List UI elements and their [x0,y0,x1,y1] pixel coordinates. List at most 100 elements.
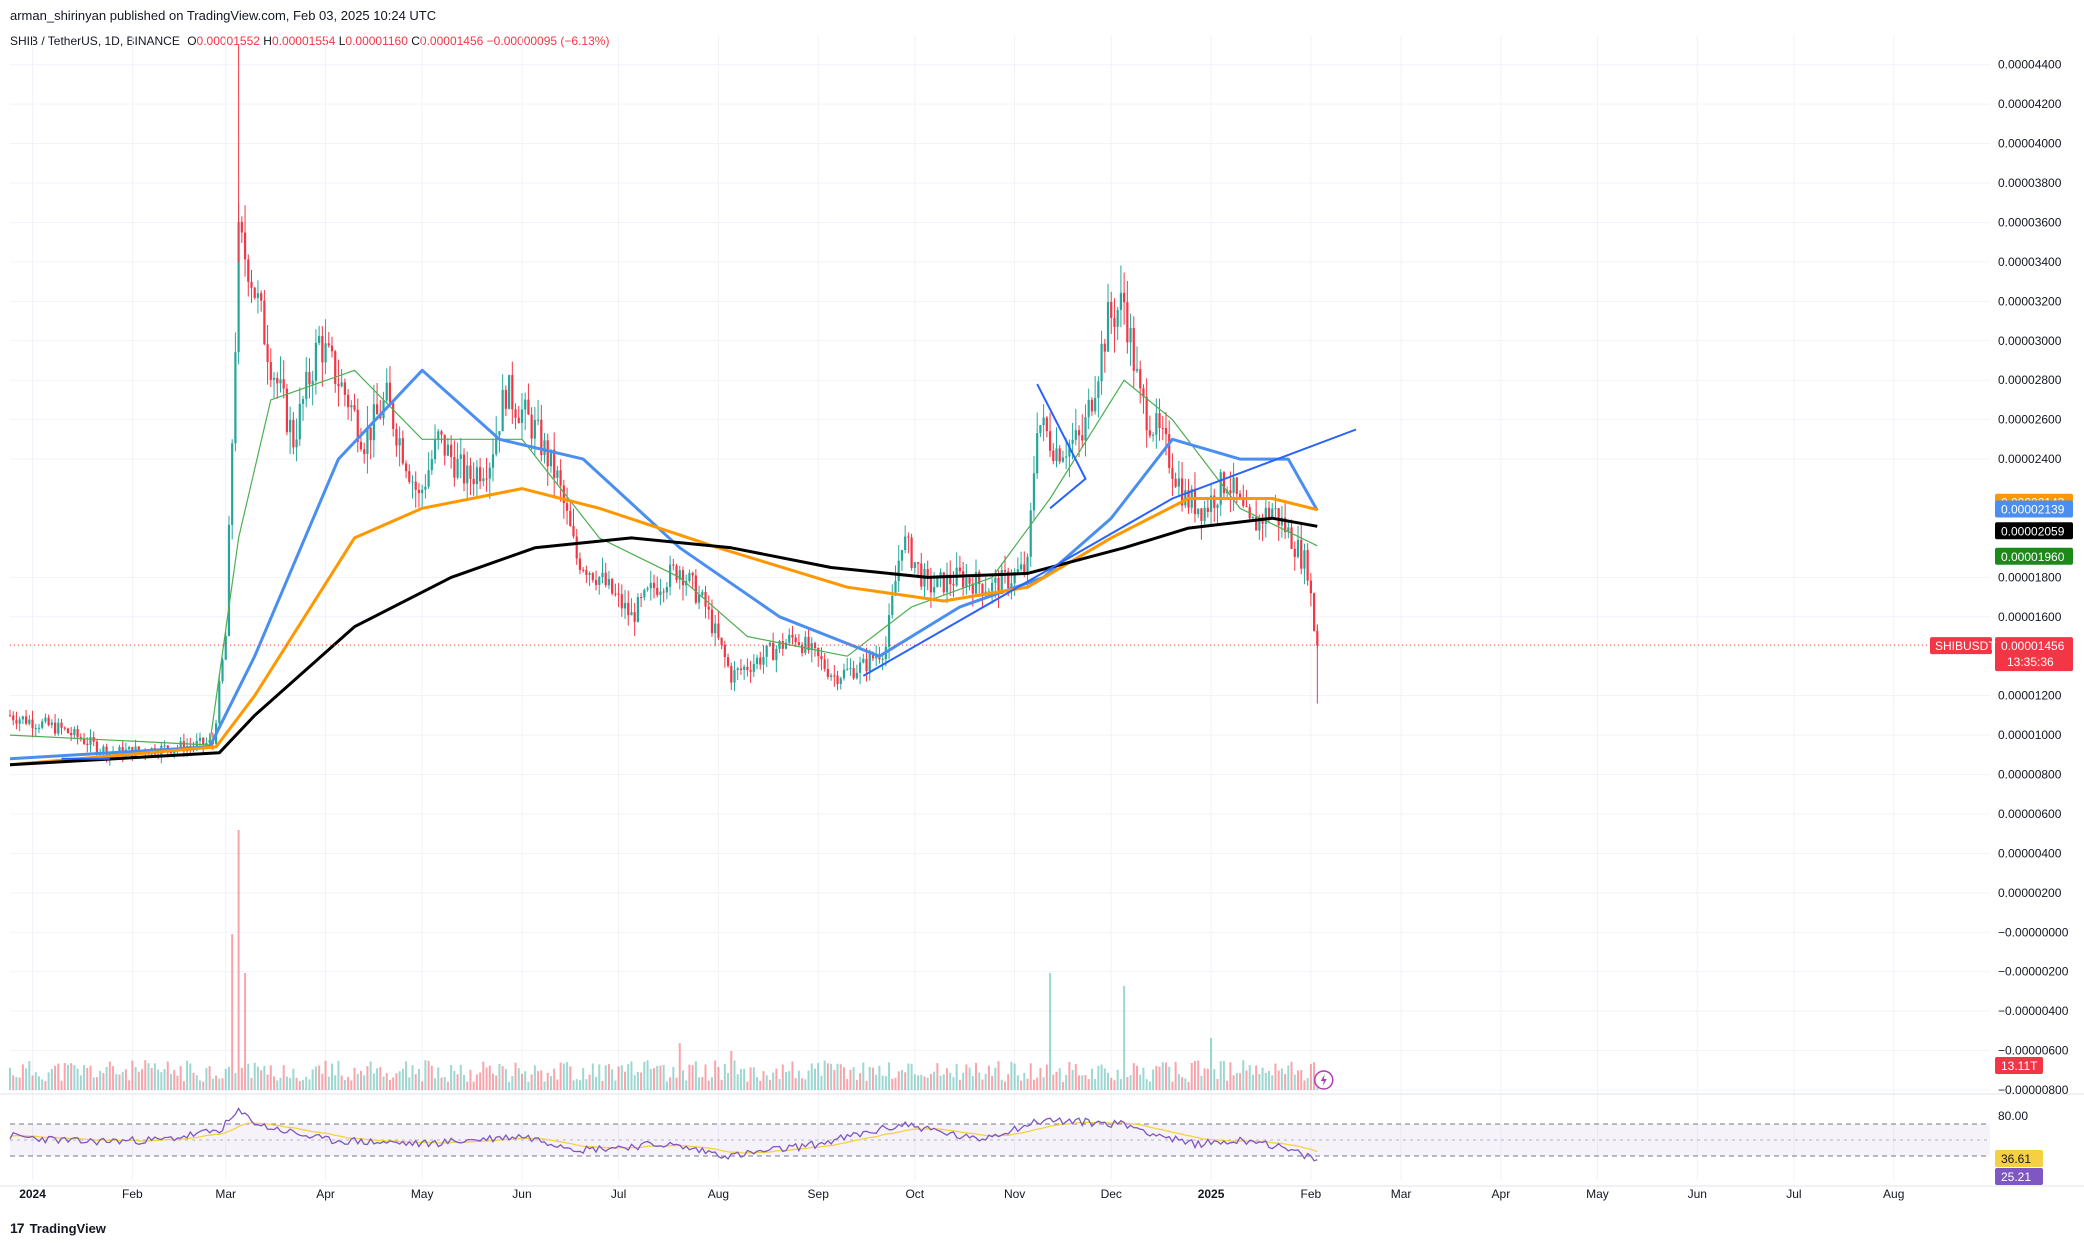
volume-bar [250,1077,253,1090]
candle-body [340,382,343,387]
price-axis[interactable]: 0.00004400 0.00004200 0.00004000 0.00003800… [1998,58,2069,1123]
time-tick-label: Jul [611,1187,626,1201]
legend-open: 0.00001552 [196,34,260,48]
candle-body [736,668,739,671]
volume-bar [733,1060,736,1090]
volume-bar [1242,1060,1245,1090]
price-tick-label: 0.00001200 [1998,689,2062,703]
candle-body [881,659,884,661]
volume-bar [318,1065,321,1090]
volume-bar [231,934,234,1090]
volume-bar [115,1074,118,1090]
candle-body [797,642,800,645]
volume-bar [25,1068,28,1090]
volume-bar [1255,1065,1258,1090]
tradingview-branding[interactable]: 17 TradingView [10,1220,106,1236]
candle-body [810,643,813,651]
volume-bar [549,1076,552,1090]
candle-body [1032,473,1036,511]
volume-bar [994,1067,997,1090]
candle-body [1007,571,1010,589]
volume-bar [1251,1074,1254,1090]
rsi-tag-label: 25.21 [2001,1170,2031,1184]
volume-bar [1297,1070,1299,1090]
volume-bar [437,1067,440,1090]
volume-bar [1148,1081,1151,1090]
candle-body [842,669,846,679]
volume-bar [356,1073,359,1090]
candle-body [1303,550,1306,569]
volume-bar [624,1071,627,1090]
volume-bar [34,1072,37,1090]
candle-body [897,560,900,582]
price-tick-label: −0.00000200 [1998,965,2069,979]
candle-body [633,612,636,622]
volume-bar [70,1063,73,1090]
volume-bar [186,1060,189,1090]
volume-bar [192,1072,195,1090]
candle-body [401,438,404,464]
volume-bar [826,1063,829,1090]
price-tick-label: 0.00002600 [1998,413,2062,427]
volume-bar [588,1074,591,1090]
candle-body [569,510,572,526]
volume-bar [595,1076,598,1090]
volume-bar [1303,1080,1306,1090]
candle-body [1258,517,1261,531]
candle-body [44,717,47,722]
candle-body [1309,580,1312,594]
volume-bar [830,1063,833,1090]
candle-body [269,362,272,380]
volume-bar [1032,1079,1035,1090]
candle-body [714,623,717,634]
volume-bar [189,1063,192,1090]
candle-body [511,375,514,410]
volume-bar [369,1061,372,1090]
volume-bar [917,1075,920,1090]
volume-bar [1258,1073,1261,1090]
legend-high-label: H [263,34,272,48]
volume-bar [807,1070,810,1090]
volume-bar [334,1075,337,1090]
volume-bar [675,1077,678,1090]
candle-body [968,578,971,584]
candle-body [1287,527,1290,533]
candle-body [997,577,1000,594]
volume-bar [398,1071,401,1090]
volume-bar [453,1070,456,1090]
volume-bar [575,1079,578,1090]
rsi-line [9,1107,1318,1162]
symbol-tag-label: SHIBUSDT [1935,639,1996,653]
price-tick-label: 0.00004400 [1998,58,2062,72]
volume-bar [343,1079,346,1090]
volume-bar [1239,1073,1242,1090]
legend-high: 0.00001554 [271,34,336,48]
candle-body [878,656,881,660]
volume-bar [868,1066,871,1090]
candle-body [417,489,421,494]
candle-body [1065,456,1068,458]
candle-body [118,746,121,753]
volume-bar [1090,1068,1093,1090]
volume-bar [1026,1078,1029,1090]
volume-bar [730,1051,733,1090]
volume-bar [475,1074,478,1090]
candle-body [1000,570,1003,594]
candle-body [945,574,949,593]
volume-bar [601,1080,604,1090]
candle-body [28,719,31,724]
candle-body [221,659,224,682]
candle-body [768,642,772,646]
volume-bar [604,1065,607,1090]
volume-bar [160,1072,163,1090]
candle-body [604,572,607,586]
candle-body [1161,428,1164,430]
candle-body [846,668,849,670]
volume-bar [1174,1061,1177,1090]
volume-bar [504,1068,507,1090]
candle-body [1084,417,1087,441]
candle-body [195,740,198,747]
time-axis[interactable]: 2024 Feb Mar Apr May Jun Jul Aug Sep Oct Nov Dec 202… [19,1187,1904,1201]
candle-body [498,431,501,436]
